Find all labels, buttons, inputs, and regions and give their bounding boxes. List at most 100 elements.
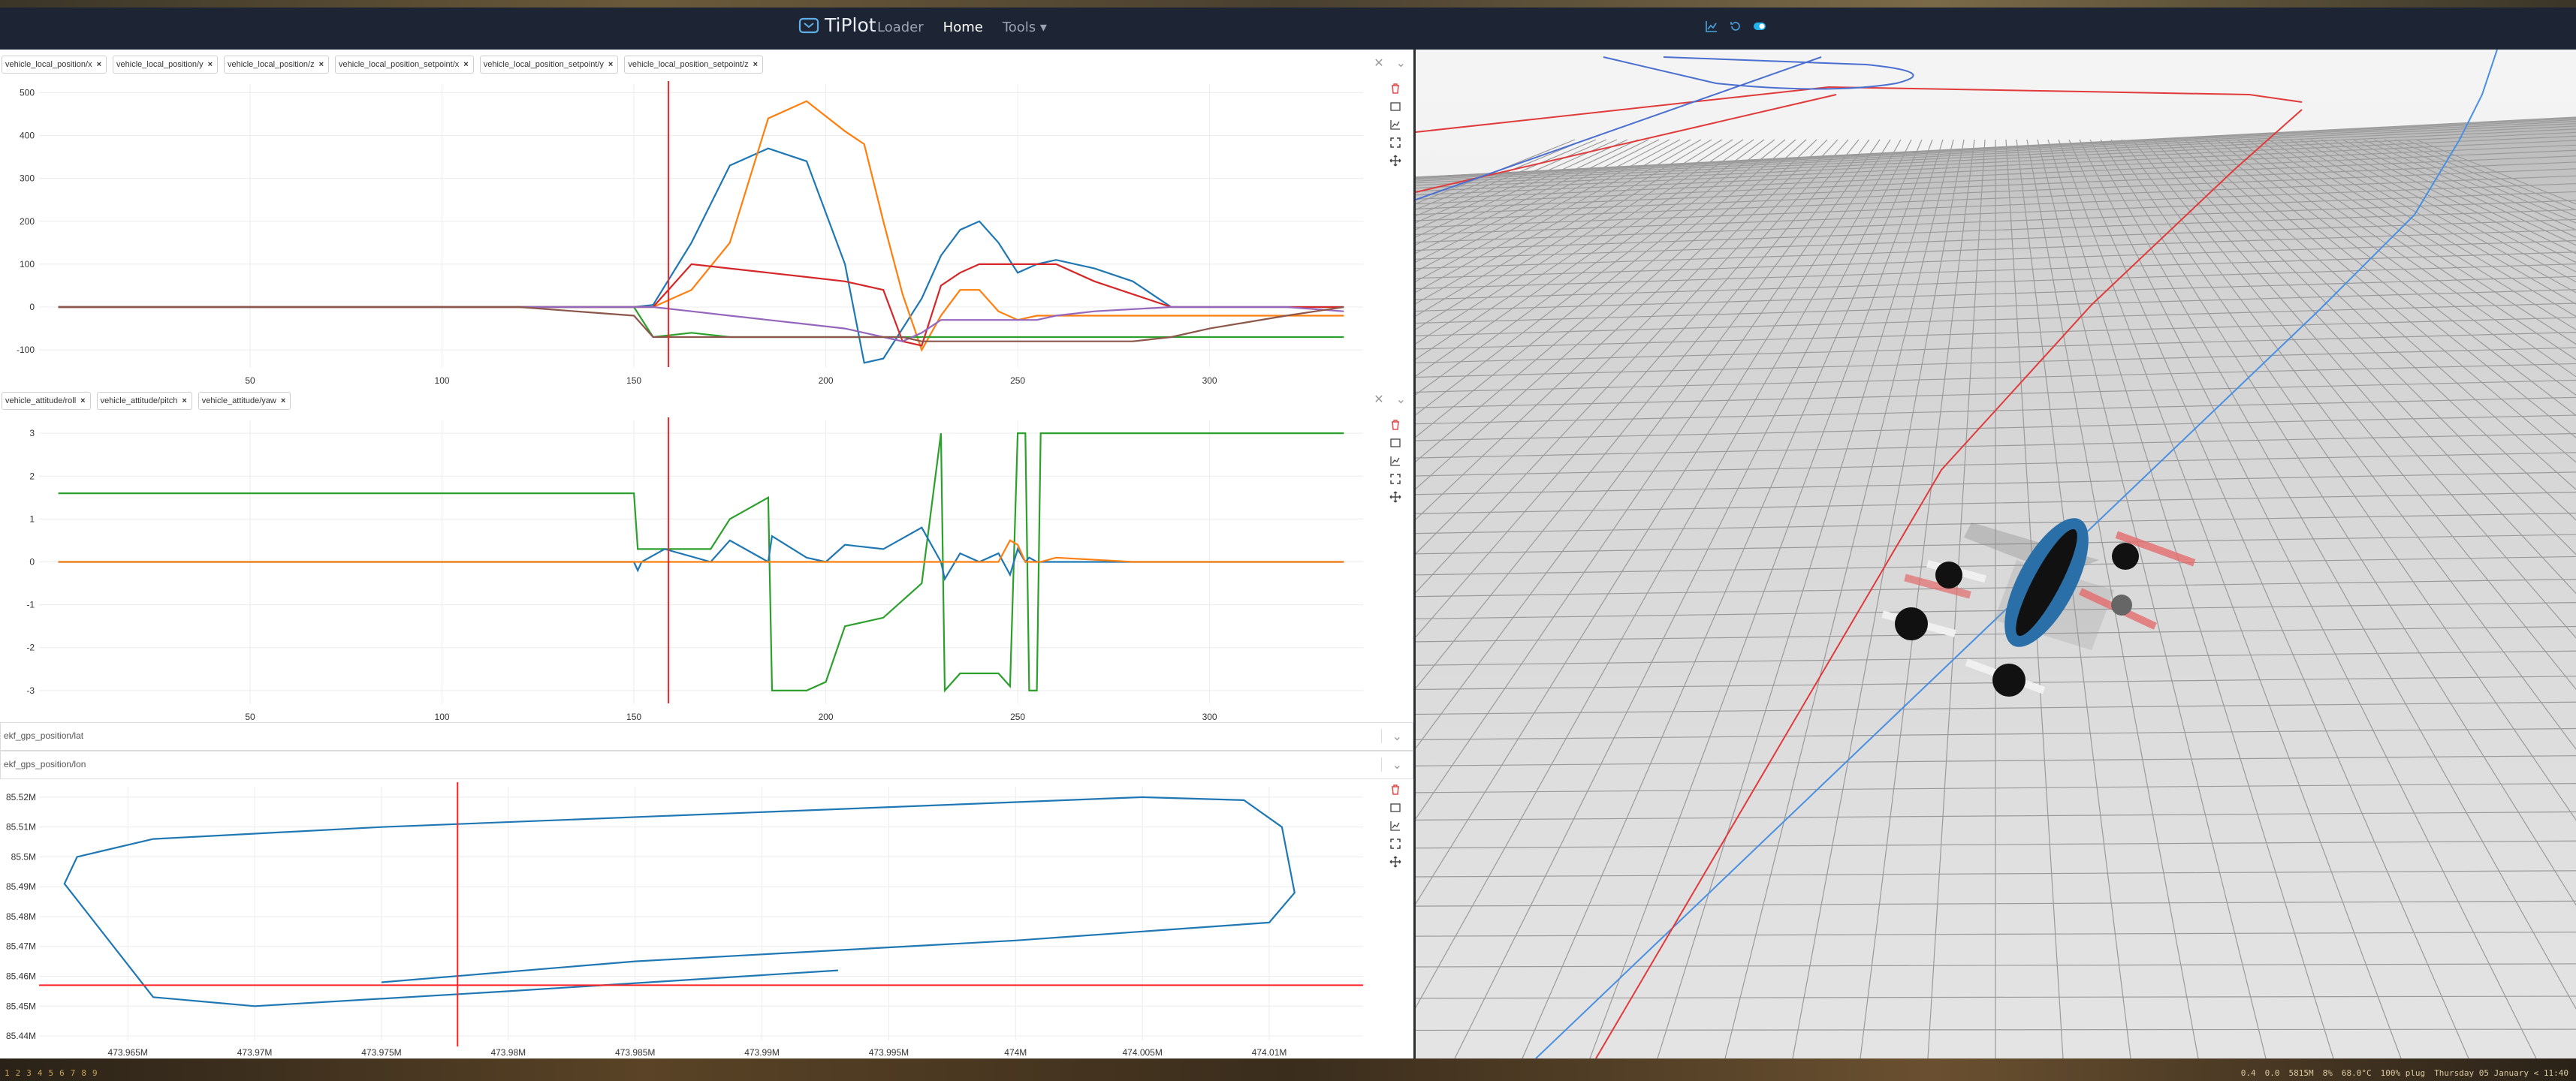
x-tick-label: 473.97M xyxy=(237,1047,273,1058)
x-tick-label: 50 xyxy=(245,712,255,722)
x-tick-label: 473.98M xyxy=(490,1047,526,1058)
x-tick-label: 150 xyxy=(626,712,641,722)
series-tag[interactable]: vehicle_local_position_setpoint/z × xyxy=(624,56,764,74)
workspace-item[interactable]: 9 xyxy=(92,1068,98,1078)
remove-tag-icon[interactable]: × xyxy=(207,60,213,69)
series-tag-label: vehicle_local_position/z xyxy=(228,60,315,69)
line-chart-icon[interactable] xyxy=(1389,119,1401,130)
y-axis-select[interactable]: ekf_gps_position/lon ⌄ xyxy=(0,751,1413,779)
chart-icon[interactable] xyxy=(1705,20,1718,33)
y-tick-label: 2 xyxy=(29,471,35,481)
floor-grid-line xyxy=(1860,139,1975,1058)
workspace-item[interactable]: 1 xyxy=(5,1068,10,1078)
y-tick-label: 3 xyxy=(29,428,35,438)
frame-icon[interactable] xyxy=(1389,437,1401,448)
frame-icon[interactable] xyxy=(1389,802,1401,813)
remove-tag-icon[interactable]: × xyxy=(182,396,187,405)
series-tag-label: vehicle_local_position/x xyxy=(5,60,92,69)
chevron-down-icon[interactable]: ⌄ xyxy=(1395,392,1406,406)
pan-icon[interactable] xyxy=(1389,856,1401,868)
workspace-item[interactable]: 3 xyxy=(26,1068,32,1078)
clear-tags-icon[interactable]: ✕ xyxy=(1374,56,1384,70)
series-tag[interactable]: vehicle_local_position_setpoint/x × xyxy=(335,56,474,74)
series-tag-label: vehicle_attitude/roll xyxy=(5,396,77,405)
fullscreen-icon[interactable] xyxy=(1389,473,1401,484)
remove-tag-icon[interactable]: × xyxy=(280,396,286,405)
floor-grid-line xyxy=(2258,139,2576,345)
floor-grid-line xyxy=(1416,139,1702,305)
remove-tag-icon[interactable]: × xyxy=(96,60,102,69)
nav-home-link[interactable]: Home xyxy=(943,20,983,35)
brand[interactable]: TiPlot xyxy=(798,14,876,36)
plot1[interactable]: 50 100 150 200 250 300 500 400 300 200 100 0 -100 xyxy=(0,78,1413,386)
series-line xyxy=(63,796,1296,1007)
series-tag[interactable]: vehicle_local_position/x × xyxy=(2,56,107,74)
floor-grid-line xyxy=(1416,139,1828,555)
y-tick-label: 85.5M xyxy=(11,851,36,862)
floor-grid-line xyxy=(2268,139,2576,331)
series-line xyxy=(58,263,1344,347)
history-icon[interactable] xyxy=(1729,20,1742,33)
workspace-item[interactable]: 2 xyxy=(15,1068,21,1078)
x-tick-label: 150 xyxy=(626,375,641,386)
3d-viewer[interactable] xyxy=(1416,50,2576,1058)
y-tick-label: 85.47M xyxy=(6,941,36,952)
plot3[interactable]: 473.965M 473.97M 473.975M 473.98M 473.985M 47… xyxy=(0,779,1413,1058)
floor-grid-line xyxy=(1416,139,1849,638)
trash-icon[interactable] xyxy=(1389,83,1401,94)
series-tag-label: vehicle_local_position_setpoint/z xyxy=(628,60,749,69)
pan-icon[interactable] xyxy=(1389,155,1401,167)
pan-icon[interactable] xyxy=(1389,491,1401,503)
series-tag-label: vehicle_attitude/yaw xyxy=(201,396,276,405)
nav-tools-dropdown[interactable]: Tools ▾ xyxy=(1002,20,1047,35)
trash-icon[interactable] xyxy=(1389,784,1401,795)
floor-grid-line xyxy=(1724,139,1954,1058)
frame-icon[interactable] xyxy=(1389,101,1401,112)
series-tag[interactable]: vehicle_local_position/z × xyxy=(224,56,330,74)
workspace-item[interactable]: 4 xyxy=(37,1068,43,1078)
chevron-down-icon[interactable]: ⌄ xyxy=(1380,729,1402,743)
series-tag[interactable]: vehicle_attitude/pitch × xyxy=(96,392,192,410)
line-chart-icon[interactable] xyxy=(1389,820,1401,831)
series-tag[interactable]: vehicle_local_position_setpoint/y × xyxy=(479,56,619,74)
plot1-tag-bar: vehicle_local_position/x × vehicle_local_p… xyxy=(0,50,1413,79)
x-tick-label: 50 xyxy=(245,375,255,386)
fullscreen-icon[interactable] xyxy=(1389,838,1401,849)
chevron-down-icon[interactable]: ⌄ xyxy=(1380,757,1402,772)
remove-tag-icon[interactable]: × xyxy=(753,60,759,69)
theme-toggle-icon[interactable] xyxy=(1753,20,1766,33)
remove-tag-icon[interactable]: × xyxy=(608,60,614,69)
workspace-item[interactable]: 8 xyxy=(81,1068,86,1078)
x-tick-label: 473.975M xyxy=(361,1047,401,1058)
floor-grid-line xyxy=(2068,139,2469,1058)
floor-grid-line xyxy=(2184,139,2576,490)
plot2[interactable]: 50 100 150 200 250 300 3 2 1 0 -1 -2 -3 xyxy=(0,414,1413,722)
remove-tag-icon[interactable]: × xyxy=(318,60,324,69)
remove-tag-icon[interactable]: × xyxy=(80,396,86,405)
remove-tag-icon[interactable]: × xyxy=(463,60,469,69)
series-tag[interactable]: vehicle_local_position/y × xyxy=(113,56,219,74)
desktop-wallpaper-strip xyxy=(0,0,2576,8)
nav-loader-link[interactable]: Loader xyxy=(877,20,924,35)
series-tag[interactable]: vehicle_attitude/yaw × xyxy=(198,392,291,410)
floor-grid-line xyxy=(1416,139,1744,360)
y-tick-label: -1 xyxy=(26,600,35,610)
workspace-item[interactable]: 6 xyxy=(59,1068,65,1078)
floor-grid-line xyxy=(2100,139,2576,906)
3d-scene[interactable] xyxy=(1416,50,2576,1058)
plot2-tag-bar: vehicle_attitude/roll × vehicle_attitude/p… xyxy=(0,386,1413,415)
clear-tags-icon[interactable]: ✕ xyxy=(1374,392,1384,406)
fullscreen-icon[interactable] xyxy=(1389,137,1401,148)
floor-grid-line xyxy=(2237,139,2576,378)
x-tick-label: 200 xyxy=(819,712,834,722)
y-tick-label: 0 xyxy=(29,557,35,568)
x-axis-select[interactable]: ekf_gps_position/lat ⌄ xyxy=(0,722,1413,751)
workspace-item[interactable]: 7 xyxy=(70,1068,76,1078)
y-tick-label: 85.51M xyxy=(6,822,36,833)
workspace-item[interactable]: 5 xyxy=(48,1068,54,1078)
series-tag[interactable]: vehicle_attitude/roll × xyxy=(2,392,91,410)
series-line xyxy=(58,306,1344,339)
chevron-down-icon[interactable]: ⌄ xyxy=(1395,56,1406,70)
trash-icon[interactable] xyxy=(1389,419,1401,430)
line-chart-icon[interactable] xyxy=(1389,455,1401,466)
